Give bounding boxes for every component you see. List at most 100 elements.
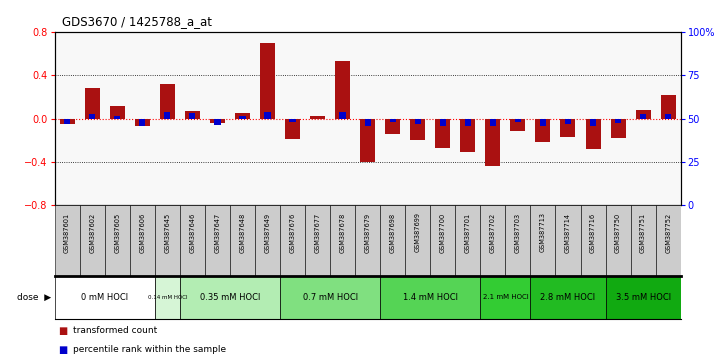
Bar: [79, 205, 105, 276]
Bar: [360, 119, 375, 162]
Text: GSM387601: GSM387601: [64, 212, 70, 252]
Bar: [535, 119, 550, 142]
Text: percentile rank within the sample: percentile rank within the sample: [73, 345, 226, 354]
Bar: [389, 119, 396, 122]
Bar: [210, 119, 225, 123]
Bar: [185, 111, 200, 119]
Text: GSM387700: GSM387700: [440, 212, 446, 253]
Bar: [561, 119, 576, 137]
Bar: [410, 119, 425, 140]
Text: GSM387602: GSM387602: [89, 212, 95, 253]
Bar: [440, 119, 446, 126]
Text: ■: ■: [58, 345, 68, 354]
Bar: [264, 112, 271, 119]
Text: 3.5 mM HOCl: 3.5 mM HOCl: [616, 293, 670, 302]
Text: GSM387606: GSM387606: [139, 212, 146, 253]
Text: GSM387605: GSM387605: [114, 212, 120, 253]
Bar: [155, 205, 180, 276]
Bar: [214, 119, 221, 125]
Text: GSM387645: GSM387645: [165, 212, 170, 253]
Text: GDS3670 / 1425788_a_at: GDS3670 / 1425788_a_at: [62, 15, 212, 28]
Bar: [135, 119, 150, 126]
Bar: [230, 205, 255, 276]
Bar: [189, 113, 196, 119]
Bar: [531, 205, 555, 276]
Bar: [365, 119, 371, 126]
Bar: [435, 119, 451, 148]
Text: GSM387751: GSM387751: [640, 212, 646, 252]
Bar: [335, 61, 350, 119]
Text: GSM387677: GSM387677: [314, 212, 320, 253]
Bar: [280, 205, 305, 276]
Bar: [555, 205, 580, 276]
Bar: [60, 119, 75, 124]
Text: GSM387702: GSM387702: [490, 212, 496, 253]
Bar: [105, 205, 130, 276]
Bar: [355, 205, 380, 276]
Bar: [630, 205, 656, 276]
Bar: [656, 205, 681, 276]
Bar: [310, 116, 325, 119]
Bar: [531, 276, 606, 319]
Bar: [55, 276, 155, 319]
Bar: [580, 205, 606, 276]
Bar: [380, 205, 405, 276]
Bar: [159, 84, 175, 119]
Bar: [480, 276, 531, 319]
Text: GSM387698: GSM387698: [389, 212, 396, 252]
Bar: [130, 205, 155, 276]
Text: GSM387699: GSM387699: [415, 212, 421, 252]
Text: GSM387647: GSM387647: [214, 212, 221, 253]
Text: transformed count: transformed count: [73, 326, 157, 335]
Text: GSM387679: GSM387679: [365, 212, 371, 252]
Text: GSM387716: GSM387716: [590, 212, 596, 252]
Text: 0.14 mM HOCl: 0.14 mM HOCl: [148, 295, 187, 300]
Bar: [55, 205, 79, 276]
Bar: [606, 205, 630, 276]
Text: GSM387703: GSM387703: [515, 212, 521, 252]
Text: 1.4 mM HOCl: 1.4 mM HOCl: [403, 293, 458, 302]
Bar: [490, 119, 496, 126]
Text: 0.35 mM HOCl: 0.35 mM HOCl: [199, 293, 260, 302]
Bar: [515, 119, 521, 122]
Bar: [486, 119, 500, 166]
Bar: [330, 205, 355, 276]
Bar: [290, 119, 296, 122]
Bar: [455, 205, 480, 276]
Bar: [339, 112, 346, 119]
Text: GSM387701: GSM387701: [464, 212, 471, 252]
Text: GSM387752: GSM387752: [665, 212, 671, 253]
Bar: [415, 119, 421, 124]
Bar: [260, 43, 275, 119]
Bar: [615, 119, 621, 123]
Bar: [611, 119, 625, 138]
Text: 2.1 mM HOCl: 2.1 mM HOCl: [483, 295, 529, 300]
Bar: [590, 119, 596, 126]
Bar: [180, 205, 205, 276]
Text: 2.8 mM HOCl: 2.8 mM HOCl: [540, 293, 596, 302]
Bar: [305, 205, 330, 276]
Text: GSM387713: GSM387713: [540, 212, 546, 252]
Bar: [606, 276, 681, 319]
Bar: [64, 119, 71, 124]
Bar: [585, 119, 601, 149]
Bar: [205, 205, 230, 276]
Bar: [89, 114, 95, 119]
Bar: [255, 205, 280, 276]
Bar: [385, 119, 400, 134]
Bar: [139, 119, 146, 126]
Text: GSM387750: GSM387750: [615, 212, 621, 253]
Bar: [285, 119, 300, 139]
Text: ■: ■: [58, 326, 68, 336]
Text: dose  ▶: dose ▶: [17, 293, 51, 302]
Bar: [180, 276, 280, 319]
Bar: [510, 119, 526, 131]
Text: GSM387676: GSM387676: [290, 212, 296, 253]
Bar: [665, 114, 671, 119]
Text: GSM387646: GSM387646: [189, 212, 195, 253]
Bar: [464, 119, 471, 126]
Bar: [380, 276, 480, 319]
Bar: [405, 205, 430, 276]
Text: GSM387678: GSM387678: [339, 212, 346, 253]
Bar: [110, 105, 124, 119]
